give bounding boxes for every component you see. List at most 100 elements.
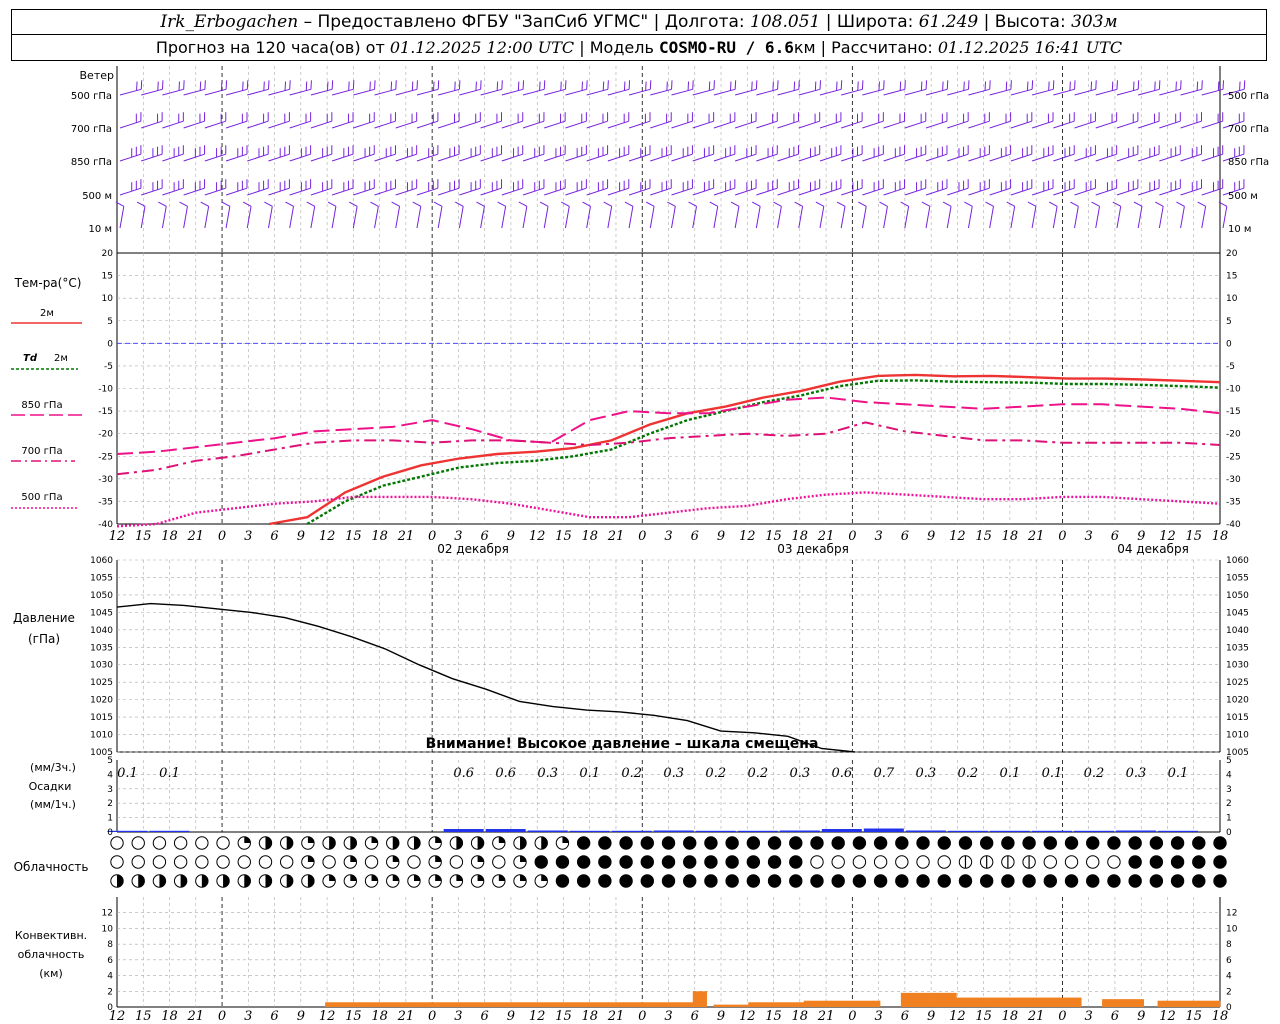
wind-barb xyxy=(1159,112,1181,129)
wind-barb-staff xyxy=(289,120,311,129)
wind-barb xyxy=(650,145,672,162)
header-line-1: Irk_Erbogachen – Предоставлено ФГБУ "Зап… xyxy=(11,9,1267,35)
wind-barb xyxy=(565,80,588,96)
wind-barb-staff xyxy=(1222,88,1245,96)
cloud-symbol xyxy=(364,874,379,888)
wind-barb-flag xyxy=(348,201,358,207)
wind-barb xyxy=(119,179,142,196)
wind-barb-staff xyxy=(925,88,948,96)
wind-barb-flag xyxy=(730,201,740,207)
wind-barb-staff xyxy=(819,120,842,129)
precip-bar xyxy=(1073,830,1114,832)
wind-barb-staff xyxy=(586,88,609,96)
wind-barb xyxy=(183,145,206,162)
wind-barb xyxy=(247,80,270,96)
wind-barb-flag xyxy=(1155,201,1164,207)
time-tick-label: 15 xyxy=(975,529,992,544)
conv-tick-label-right: 2 xyxy=(1226,987,1232,997)
wind-barb xyxy=(1010,179,1033,196)
wind-barb-staff xyxy=(183,120,205,129)
wind-barb-staff xyxy=(1222,187,1245,196)
wind-barb xyxy=(1116,145,1139,162)
wind-barb xyxy=(1074,112,1096,129)
wind-barb xyxy=(607,145,630,162)
wind-barb xyxy=(607,112,630,129)
conv-bar xyxy=(554,1002,562,1007)
time-tick-label: 0 xyxy=(218,529,226,544)
wind-barb xyxy=(1074,179,1096,196)
cloud-symbol xyxy=(661,855,676,869)
conv-bar xyxy=(519,1002,527,1007)
wind-barb xyxy=(603,201,613,229)
cloud-symbol xyxy=(704,836,718,850)
temp-tick-label: -15 xyxy=(98,407,113,417)
cloud-circle xyxy=(1001,874,1015,888)
wind-barb-staff xyxy=(862,88,884,96)
cloud-symbol xyxy=(619,874,633,888)
cloud-quarter xyxy=(435,836,442,843)
precip-3h-value: 0.1 xyxy=(579,766,600,781)
wind-barb-staff xyxy=(119,206,125,229)
cloud-circle xyxy=(831,836,845,850)
cloud-circle xyxy=(1192,855,1206,869)
cloud-quarter xyxy=(541,874,548,881)
cloud-symbol xyxy=(810,874,824,888)
conv-bar xyxy=(1199,1000,1207,1007)
cloud-circle xyxy=(916,836,930,850)
wind-barb-staff xyxy=(819,187,842,196)
conv-label-3: (км) xyxy=(39,967,63,980)
wind-barb-staff xyxy=(1053,120,1075,129)
time-tick-label-bottom: 18 xyxy=(161,1009,178,1024)
cloud-half xyxy=(201,874,209,888)
cloud-circle xyxy=(1043,855,1058,869)
cloud-symbol xyxy=(767,855,782,869)
conv-bar xyxy=(637,1002,645,1007)
cloud-symbol xyxy=(322,874,336,888)
conv-bar xyxy=(769,1002,777,1007)
wind-barb xyxy=(544,112,566,129)
cloud-symbol xyxy=(937,855,951,869)
wind-barb-staff xyxy=(1201,206,1207,229)
wind-barb xyxy=(204,112,227,129)
cloud-circle xyxy=(1128,836,1142,850)
precip-tick-label: 2 xyxy=(107,799,113,809)
time-tick-label: 6 xyxy=(270,529,278,544)
cloud-symbol xyxy=(343,855,358,869)
conv-bar xyxy=(644,1002,652,1007)
wind-barb xyxy=(1053,80,1076,96)
wind-barb-staff xyxy=(225,88,248,96)
wind-barb-staff xyxy=(1053,187,1075,196)
conv-bar xyxy=(609,1002,617,1007)
temp-tick-label-right: 20 xyxy=(1226,249,1238,259)
precip-bar xyxy=(149,830,190,832)
wind-barb xyxy=(586,80,609,96)
wind-barb xyxy=(798,80,821,96)
wind-barb-staff xyxy=(522,88,545,96)
wind-barb-staff xyxy=(501,187,523,196)
temp-series-0 xyxy=(268,373,1221,526)
wind-barb-staff xyxy=(755,206,761,229)
cloud-symbol xyxy=(1022,874,1036,888)
wind-barb xyxy=(200,201,210,229)
wind-barb-staff xyxy=(141,187,163,196)
wind-barb xyxy=(353,145,375,162)
pressure-tick-label: 1015 xyxy=(90,713,113,723)
wind-barb-staff xyxy=(967,206,973,229)
time-tick-label-bottom: 9 xyxy=(927,1009,935,1024)
wind-barb-staff xyxy=(671,187,693,196)
pressure-tick-label-right: 1015 xyxy=(1226,713,1249,723)
time-tick-label-bottom: 3 xyxy=(1085,1009,1093,1024)
wind-barb-staff xyxy=(1074,206,1079,229)
cloud-half xyxy=(520,836,527,850)
wind-barb-staff xyxy=(947,187,969,196)
conv-bar xyxy=(1185,1000,1193,1007)
wind-barb xyxy=(438,145,460,162)
wind-barb xyxy=(968,80,991,96)
time-tick-label: 21 xyxy=(187,529,205,544)
cloud-symbol xyxy=(131,874,145,888)
wind-barb xyxy=(162,145,184,162)
conv-bar xyxy=(741,1004,749,1007)
conv-bar xyxy=(1004,997,1013,1007)
cloud-circle xyxy=(216,855,230,869)
